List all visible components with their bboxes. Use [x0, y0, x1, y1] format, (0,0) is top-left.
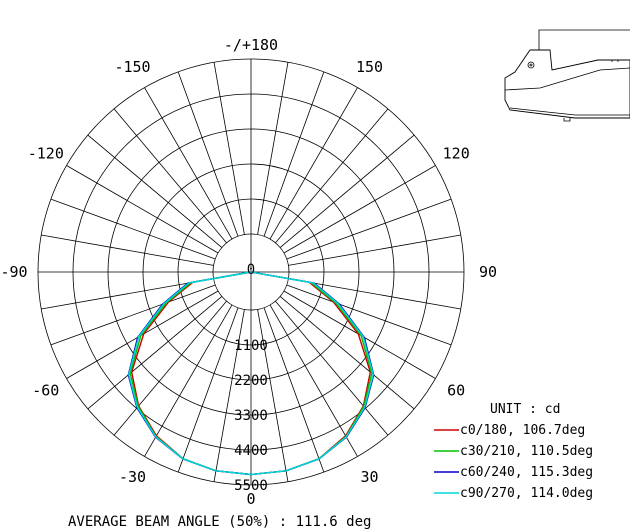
radial-tick-label: 1100 — [234, 338, 268, 354]
radial-tick-label: 5500 — [234, 478, 268, 494]
angle-label: 0 — [246, 490, 255, 508]
radial-labels: 0 1100 2200 3300 4400 5500 — [234, 262, 268, 494]
legend-label: c60/240, 115.3deg — [460, 465, 593, 480]
unit-label: UNIT : cd — [490, 402, 560, 417]
intensity-curves — [127, 271, 375, 476]
grid-spoke — [41, 278, 214, 310]
radial-tick-label: 2200 — [234, 373, 268, 389]
radial-tick-label: 4400 — [234, 443, 268, 459]
grid-spoke — [213, 62, 245, 235]
angle-label: -60 — [32, 382, 59, 400]
grid-spoke — [144, 87, 233, 240]
grid-spoke — [275, 108, 389, 244]
intensity-curve — [128, 271, 374, 476]
grid-spoke — [279, 296, 415, 410]
grid-spoke — [144, 304, 233, 457]
grid-spoke — [279, 134, 415, 248]
grid-spoke — [286, 198, 452, 260]
average-beam-angle: AVERAGE BEAM ANGLE (50%) : 111.6 deg — [68, 514, 371, 530]
grid-spoke — [87, 134, 223, 248]
angle-label: 90 — [479, 263, 497, 281]
angle-label: -120 — [28, 145, 64, 163]
luminaire-drawing — [504, 29, 630, 122]
angle-label: 120 — [443, 145, 470, 163]
grid-spoke — [257, 309, 289, 482]
angle-label: -30 — [119, 468, 146, 486]
grid-spoke — [269, 304, 358, 457]
polar-grid — [37, 58, 465, 486]
grid-spoke — [288, 234, 461, 266]
angle-label: -/+180 — [224, 36, 278, 54]
grid-spoke — [50, 284, 216, 346]
radial-tick-label: 0 — [247, 262, 255, 278]
grid-spoke — [288, 278, 461, 310]
grid-spoke — [263, 71, 325, 237]
angle-label: -90 — [0, 263, 27, 281]
grid-spoke — [257, 62, 289, 235]
grid-spoke — [50, 198, 216, 260]
legend-label: c30/210, 110.5deg — [460, 444, 593, 459]
grid-spoke — [286, 284, 452, 346]
grid-spoke — [177, 307, 239, 473]
legend-label: c90/270, 114.0deg — [460, 486, 593, 501]
grid-spoke — [113, 108, 227, 244]
grid-spoke — [66, 165, 219, 254]
angle-label: 150 — [356, 58, 383, 76]
grid-spoke — [87, 296, 223, 410]
grid-spoke — [263, 307, 325, 473]
legend: UNIT : cd c0/180, 106.7deg c30/210, 110.5… — [434, 402, 593, 501]
grid-spoke — [283, 165, 436, 254]
grid-spoke — [269, 87, 358, 240]
angle-label: 60 — [447, 382, 465, 400]
grid-spoke — [177, 71, 239, 237]
angle-label: 30 — [360, 468, 378, 486]
grid-spoke — [213, 309, 245, 482]
grid-spoke — [113, 300, 227, 436]
legend-label: c0/180, 106.7deg — [460, 423, 585, 438]
angle-label: -150 — [114, 58, 150, 76]
grid-spoke — [275, 300, 389, 436]
grid-spoke — [41, 234, 214, 266]
angle-labels: -/+180 150 -150 120 -120 90 -90 60 -60 30 -30 0 — [0, 36, 497, 508]
radial-tick-label: 3300 — [234, 408, 268, 424]
